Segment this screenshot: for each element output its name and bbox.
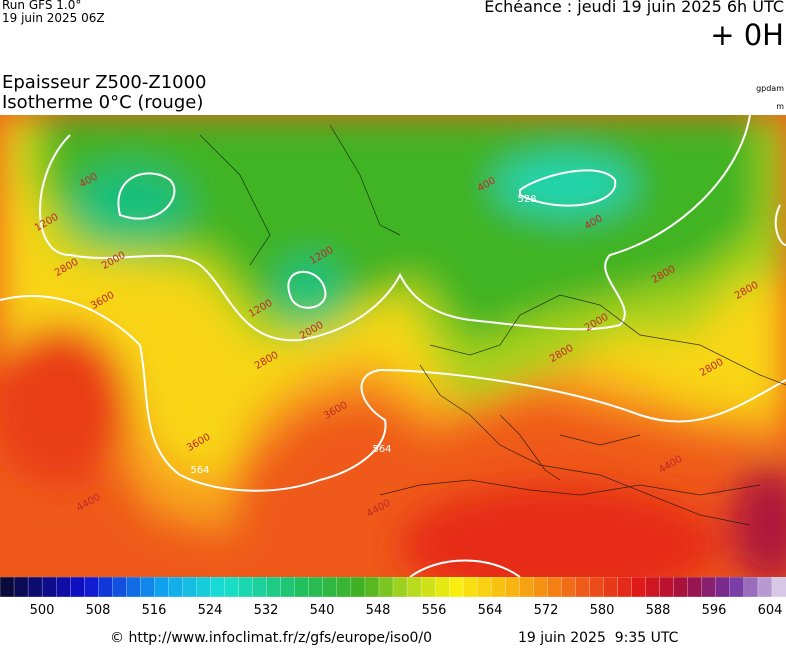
colorbar-swatch — [547, 577, 563, 598]
colorbar-swatch — [168, 577, 184, 598]
colorbar-swatch — [98, 577, 113, 598]
colorbar-swatch — [701, 577, 717, 598]
colorbar-swatch — [673, 577, 689, 598]
unit: m — [776, 102, 784, 111]
run-date: 19 juin 2025 06Z — [2, 11, 105, 25]
colorbar-swatch — [757, 577, 773, 598]
source: © http://www.infoclimat.fr/z/gfs/europe/… — [110, 630, 433, 646]
colorbar-label: 548 — [366, 603, 391, 618]
colorbar-label: 516 — [142, 603, 167, 618]
colorbar-swatch — [617, 577, 633, 598]
colorbar-swatch — [659, 577, 675, 598]
colorbar-swatch — [603, 577, 619, 598]
colorbar-swatch — [771, 577, 786, 598]
colorbar-swatch — [420, 577, 436, 598]
colorbar-swatch — [70, 577, 85, 598]
colorbar-swatch — [140, 577, 156, 598]
lead-time: + 0H — [710, 18, 784, 52]
colorbar-swatch — [715, 577, 731, 598]
unit: gpdam — [756, 84, 784, 93]
generated: 19 juin 2025 9:35 UTC — [518, 630, 679, 646]
title: Epaisseur Z500-Z1000 — [2, 72, 207, 93]
colorbar-swatch — [266, 577, 282, 598]
colorbar: 500 508 516 524 532 540 548 556 564 572 580 588 596 6… — [0, 577, 786, 618]
colorbar-swatch — [575, 577, 591, 598]
contour-label: 528 — [517, 194, 536, 205]
colorbar-swatch — [392, 577, 408, 598]
colorbar-swatch — [84, 577, 99, 598]
colorbar-swatch — [589, 577, 605, 598]
colorbar-swatch — [308, 577, 324, 598]
colorbar-swatch — [238, 577, 254, 598]
colorbar-label: 524 — [198, 603, 223, 618]
colorbar-swatch — [112, 577, 127, 598]
colorbar-label: 564 — [478, 603, 503, 618]
subtitle: Isotherme 0°C (rouge) — [2, 92, 204, 113]
colorbar-swatch — [252, 577, 268, 598]
colorbar-label: 572 — [534, 603, 559, 618]
colorbar-swatch — [196, 577, 212, 598]
contour-label: 564 — [190, 465, 209, 476]
colorbar-label: 532 — [254, 603, 279, 618]
colorbar-swatch — [0, 577, 15, 598]
colorbar-swatch — [645, 577, 661, 598]
colorbar-label: 508 — [86, 603, 111, 618]
colorbar-swatch — [350, 577, 366, 598]
colorbar-swatch — [631, 577, 647, 598]
colorbar-swatch — [687, 577, 703, 598]
colorbar-swatch — [182, 577, 198, 598]
colorbar-swatch — [294, 577, 310, 598]
colorbar-swatch — [378, 577, 394, 598]
colorbar-swatch — [41, 577, 57, 598]
colorbar-label: 604 — [758, 603, 783, 618]
colorbar-label: 580 — [590, 603, 615, 618]
colorbar-swatch — [533, 577, 549, 598]
colorbar-label: 556 — [422, 603, 447, 618]
colorbar-swatch — [322, 577, 338, 598]
colorbar-swatch — [55, 577, 71, 598]
colorbar-swatch — [491, 577, 506, 598]
colorbar-swatch — [126, 577, 142, 598]
colorbar-swatch — [280, 577, 296, 598]
colorbar-label: 588 — [646, 603, 671, 618]
colorbar-label: 596 — [702, 603, 727, 618]
contour-label: 564 — [372, 444, 391, 455]
colorbar-swatch — [27, 577, 43, 598]
colorbar-swatch — [729, 577, 745, 598]
run: Run GFS 1.0° — [2, 0, 82, 12]
colorbar-swatch — [210, 577, 226, 598]
colorbar-swatch — [154, 577, 170, 598]
colorbar-swatch — [434, 577, 450, 598]
colorbar-swatch — [463, 577, 478, 598]
colorbar-swatch — [743, 577, 759, 598]
colorbar-swatch — [224, 577, 240, 598]
colorbar-swatch — [505, 577, 520, 598]
colorbar-label: 540 — [310, 603, 335, 618]
colorbar-swatch — [336, 577, 352, 598]
valid-time: Echéance : jeudi 19 juin 2025 6h UTC — [484, 0, 784, 16]
colorbar-swatch — [13, 577, 29, 598]
colorbar-swatch — [477, 577, 492, 598]
colorbar-swatch — [519, 577, 535, 598]
colorbar-swatch — [364, 577, 380, 598]
colorbar-label: 500 — [30, 603, 55, 618]
colorbar-swatch — [448, 577, 464, 598]
colorbar-swatch — [406, 577, 422, 598]
colorbar-swatch — [561, 577, 577, 598]
